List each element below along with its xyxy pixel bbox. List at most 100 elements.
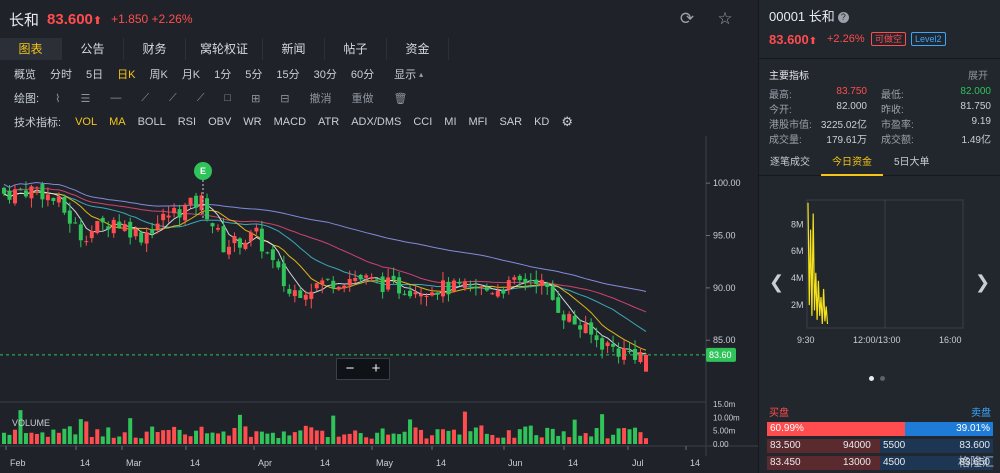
period-2[interactable]: 5日 (86, 69, 104, 81)
tab-6[interactable]: 资金 (387, 38, 450, 60)
indicator-2[interactable]: BOLL (137, 116, 166, 128)
undo-button[interactable]: 撤消 (309, 93, 332, 105)
candle-body (616, 348, 621, 357)
period-3[interactable]: 日K (117, 69, 136, 81)
candle-body (166, 215, 171, 218)
volume-bar (128, 418, 133, 444)
settings-gear-icon[interactable]: ⚙ (561, 114, 574, 129)
indicator-6[interactable]: MACD (273, 116, 307, 128)
period-11[interactable]: 显示 (394, 69, 417, 81)
price-tick-label: 85.00 (713, 335, 736, 345)
indicator-4[interactable]: OBV (208, 116, 232, 128)
flow-tab-2[interactable]: 5日大单 (894, 157, 930, 168)
tab-2[interactable]: 财务 (124, 38, 186, 60)
indicator-9[interactable]: CCI (413, 116, 433, 128)
stat-row: 港股市值: 3225.02亿 市盈率: 9.19 (769, 116, 991, 131)
period-6[interactable]: 1分 (214, 69, 232, 81)
stat-label: 昨收: (881, 105, 904, 116)
channel-tool-icon[interactable]: ☰ (80, 92, 91, 105)
tab-5[interactable]: 帖子 (325, 38, 388, 60)
flow-tab-1[interactable]: 今日资金 (821, 152, 883, 176)
level2-badge[interactable]: Level2 (911, 32, 946, 46)
candle-body (545, 283, 550, 288)
indicator-7[interactable]: ATR (318, 116, 340, 128)
segment-tool-icon[interactable]: ⟋ (141, 91, 150, 104)
orderbook-row: 83.450 13000 4500 83.650 (767, 456, 993, 470)
volume-bar (100, 436, 105, 444)
candle-body (622, 348, 627, 360)
period-8[interactable]: 15分 (276, 69, 300, 81)
prev-arrow-icon[interactable]: ❮ (769, 272, 785, 292)
stock-change: +1.850 +2.26% (111, 12, 193, 26)
candle-body (364, 275, 369, 278)
period-10[interactable]: 60分 (350, 69, 375, 81)
kline-chart[interactable]: 100.00 95.00 90.00 85.00 15.0m 10.00m 5.00m 0.0… (0, 136, 758, 473)
buy-label: 买盘 (769, 408, 789, 419)
stat-label: 成交量: (769, 135, 802, 146)
orderbook-bid: 83.500 (770, 440, 801, 451)
volume-bar (265, 433, 270, 444)
indicator-3[interactable]: RSI (177, 116, 197, 128)
volume-bar (622, 428, 627, 444)
zoom-out-button[interactable]: − (345, 360, 355, 377)
stat-row: 成交量: 179.61万 成交额: 1.49亿 (769, 131, 991, 146)
period-7[interactable]: 5分 (245, 69, 263, 81)
volume-bar (375, 432, 380, 444)
indicator-11[interactable]: MFI (468, 116, 488, 128)
volume-bar (638, 432, 643, 444)
volume-bar (303, 425, 308, 444)
pager-dot-active[interactable] (869, 376, 874, 381)
indicator-8[interactable]: ADX/DMS (351, 116, 402, 128)
watermark: 格隆汇 (957, 455, 994, 469)
hline-tool-icon[interactable]: — (110, 92, 122, 104)
text-tool-icon[interactable]: ⊟ (280, 92, 290, 105)
candle-body (287, 288, 292, 294)
volume-bar (205, 433, 210, 444)
indicator-12[interactable]: SAR (499, 116, 523, 128)
tab-1[interactable]: 公告 (62, 38, 124, 60)
candle-body (375, 278, 380, 280)
fib-tool-icon[interactable]: ⊞ (251, 92, 261, 105)
next-arrow-icon[interactable]: ❯ (975, 272, 991, 292)
candle-body (490, 293, 495, 295)
tab-0[interactable]: 图表 (0, 38, 62, 60)
period-1[interactable]: 分时 (50, 69, 72, 81)
candle-body (369, 277, 374, 279)
orderbook-row: 83.500 94000 5500 83.600 (767, 439, 993, 453)
period-9[interactable]: 30分 (313, 69, 337, 81)
draw-toolbar: 绘图: ⌇ ☰ — ⟋ ⟋ ⟋ □ ⊞ ⊟ 撤消 重做 🗑 (0, 88, 427, 108)
x-tick-label: 14 (190, 458, 200, 468)
current-price-label: 83.60 (709, 350, 732, 360)
caret-up-icon[interactable]: ▴ (419, 69, 424, 79)
volume-bar (633, 427, 638, 444)
zigzag-tool-icon[interactable]: ⌇ (55, 92, 61, 105)
short-sell-badge: 可做空 (871, 32, 907, 46)
rect-tool-icon[interactable]: □ (224, 92, 232, 104)
indicator-0[interactable]: VOL (75, 116, 98, 128)
trash-icon[interactable]: 🗑 (393, 92, 408, 105)
indicator-10[interactable]: MI (444, 116, 457, 128)
period-5[interactable]: 月K (181, 69, 201, 81)
help-icon[interactable]: ? (837, 12, 849, 23)
zoom-in-button[interactable]: + (371, 360, 381, 377)
orderbook-ask: 83.600 (959, 440, 990, 451)
pager-dot[interactable] (880, 376, 885, 381)
indicator-1[interactable]: MA (109, 116, 126, 128)
line-tool-icon[interactable]: ⟋ (196, 91, 205, 104)
tab-4[interactable]: 新闻 (263, 38, 326, 60)
orderbook-bid-vol: 94000 (843, 440, 871, 451)
period-0[interactable]: 概览 (14, 69, 36, 81)
indicator-13[interactable]: KD (534, 116, 550, 128)
volume-bar (155, 432, 160, 444)
candle-body (281, 263, 286, 287)
redo-button[interactable]: 重做 (351, 93, 374, 105)
flow-tab-0[interactable]: 逐笔成交 (770, 157, 810, 168)
star-icon[interactable]: ☆ (717, 9, 733, 28)
ray-tool-icon[interactable]: ⟋ (169, 91, 177, 104)
candle-body (419, 294, 424, 297)
expand-link[interactable]: 展开 (968, 71, 988, 82)
period-4[interactable]: 周K (149, 69, 168, 81)
refresh-icon[interactable]: ⟳ (679, 9, 695, 28)
tab-3[interactable]: 窝轮权证 (186, 38, 264, 60)
indicator-5[interactable]: WR (243, 116, 262, 128)
